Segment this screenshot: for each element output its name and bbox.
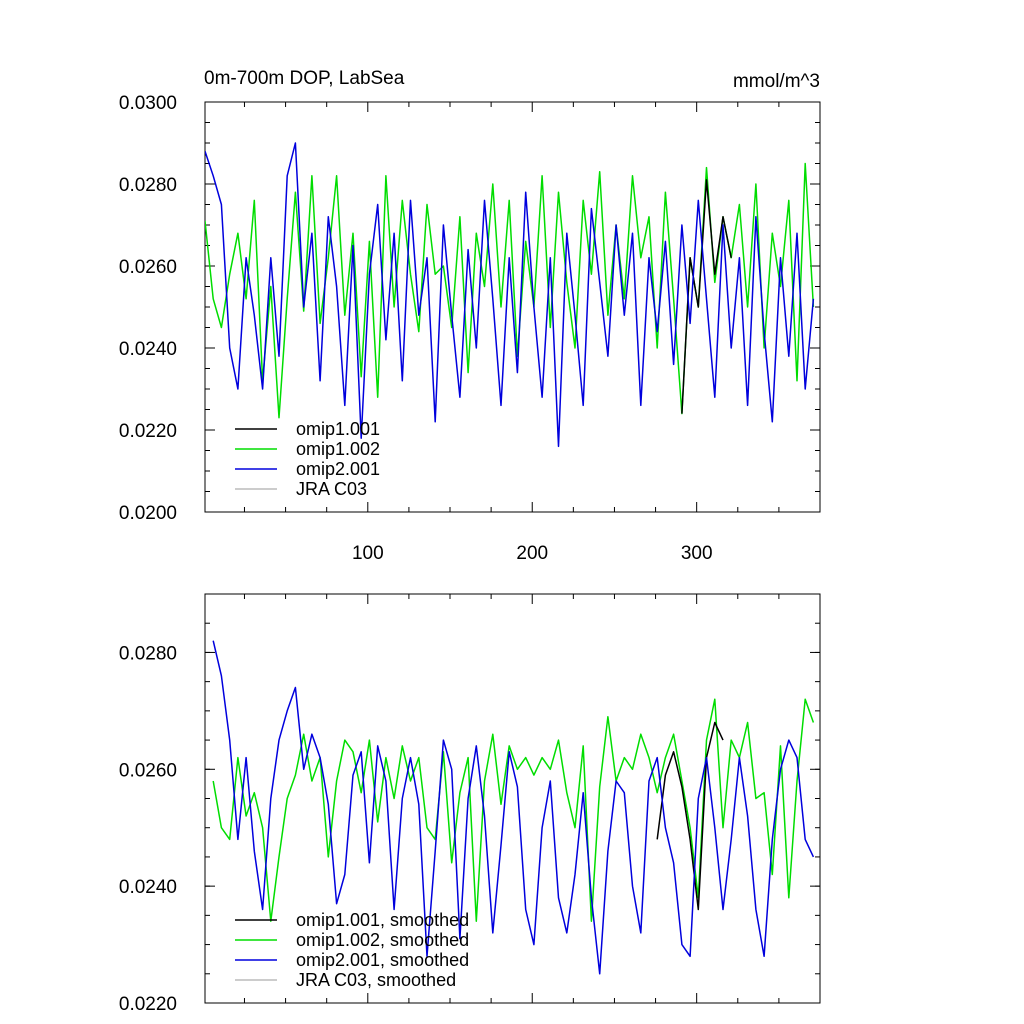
y-tick-label: 0.0260	[119, 760, 177, 781]
series-line-omip2-001-smoothed	[212, 640, 815, 975]
y-tick-label: 0.0300	[119, 93, 177, 114]
legend-label: JRA C03	[296, 479, 367, 499]
y-tick-label: 0.0280	[119, 175, 177, 196]
bottom-panel: 0.0220 0.0240 0.0260 0.0280 omip1.001, smoot…	[119, 593, 821, 1015]
y-tick-label: 0.0240	[119, 339, 177, 360]
series-line-omip1-002	[205, 162, 815, 419]
y-tick-label: 0.0280	[119, 643, 177, 664]
y-tick-label: 0.0240	[119, 877, 177, 898]
legend-label: omip2.001	[296, 459, 380, 479]
top-panel-units: mmol/m^3	[733, 71, 820, 92]
legend-label: omip1.002, smoothed	[296, 930, 469, 950]
legend-label: JRA C03, smoothed	[296, 970, 456, 990]
series-line-omip2-001	[205, 142, 815, 448]
y-tick-label: 0.0220	[119, 421, 177, 442]
series-line-omip1-002-smoothed	[212, 698, 815, 922]
series-line-omip1-001-smoothed	[656, 721, 724, 911]
legend-label: omip1.001, smoothed	[296, 910, 469, 930]
top-panel: 0m-700m DOP, LabSea mmol/m^3 0.0200 0.022…	[119, 68, 821, 564]
series-line-omip1-001	[681, 179, 732, 414]
x-tick-label: 200	[516, 543, 548, 564]
x-tick-label: 100	[352, 543, 384, 564]
y-tick-label: 0.0200	[119, 503, 177, 524]
legend-label: omip1.001	[296, 419, 380, 439]
top-panel-title: 0m-700m DOP, LabSea	[204, 68, 405, 89]
y-tick-label: 0.0260	[119, 257, 177, 278]
legend-label: omip2.001, smoothed	[296, 950, 469, 970]
x-tick-label: 300	[681, 543, 713, 564]
y-tick-label: 0.0220	[119, 994, 177, 1015]
legend-label: omip1.002	[296, 439, 380, 459]
